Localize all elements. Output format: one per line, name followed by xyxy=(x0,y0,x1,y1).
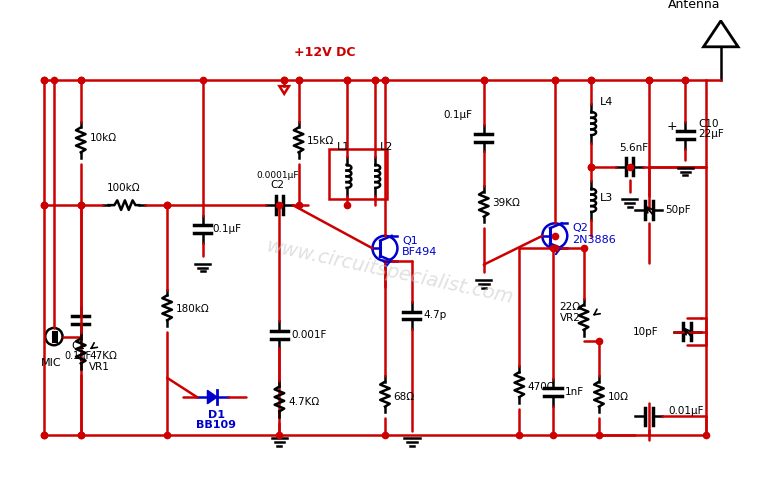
Text: VR2: VR2 xyxy=(560,314,581,323)
Text: 0.1μF: 0.1μF xyxy=(443,110,472,120)
Text: L2: L2 xyxy=(380,142,393,152)
Polygon shape xyxy=(207,390,217,404)
Text: +12V DC: +12V DC xyxy=(294,46,356,59)
Text: 15kΩ: 15kΩ xyxy=(307,136,335,146)
Text: 22Ω: 22Ω xyxy=(560,302,581,312)
Text: C10: C10 xyxy=(699,118,720,129)
Text: MIC: MIC xyxy=(41,358,61,368)
Text: L3: L3 xyxy=(600,193,613,204)
Text: 470Ω: 470Ω xyxy=(528,383,555,392)
Text: Q2: Q2 xyxy=(572,223,588,233)
Text: 0.1μF: 0.1μF xyxy=(65,351,91,361)
Text: L1: L1 xyxy=(337,142,350,152)
Text: 50pF: 50pF xyxy=(665,205,690,215)
Text: 0.01μF: 0.01μF xyxy=(668,406,703,417)
Text: 1nF: 1nF xyxy=(564,387,584,397)
Text: 5.6nF: 5.6nF xyxy=(619,143,648,153)
Text: 100kΩ: 100kΩ xyxy=(108,182,141,193)
Text: 68Ω: 68Ω xyxy=(393,392,415,402)
Text: www.circuitspecialist.com: www.circuitspecialist.com xyxy=(264,237,515,308)
Text: 10pF: 10pF xyxy=(633,327,658,337)
Text: Q1: Q1 xyxy=(402,236,418,246)
Text: 0.1μF: 0.1μF xyxy=(212,224,241,234)
Text: BB109: BB109 xyxy=(196,420,236,430)
Text: 0.001F: 0.001F xyxy=(291,330,326,340)
Text: C2: C2 xyxy=(270,180,284,190)
Text: D1: D1 xyxy=(207,410,224,420)
Text: L4: L4 xyxy=(600,98,614,107)
Bar xyxy=(329,149,387,199)
Text: 10Ω: 10Ω xyxy=(607,392,628,402)
Text: 47KΩ: 47KΩ xyxy=(89,351,118,361)
Text: 39KΩ: 39KΩ xyxy=(492,198,520,208)
Text: C1: C1 xyxy=(71,341,85,352)
Text: BF494: BF494 xyxy=(402,247,438,257)
Text: VR1: VR1 xyxy=(89,362,111,372)
Text: Antenna: Antenna xyxy=(667,0,720,11)
Text: 10kΩ: 10kΩ xyxy=(89,133,117,143)
Text: 180kΩ: 180kΩ xyxy=(176,304,210,314)
Text: 4.7KΩ: 4.7KΩ xyxy=(288,397,319,407)
Text: 0.0001μF: 0.0001μF xyxy=(257,171,299,180)
Text: +: + xyxy=(667,120,677,133)
Text: 2N3886: 2N3886 xyxy=(572,235,616,245)
Text: 4.7p: 4.7p xyxy=(423,311,447,320)
Text: 22μF: 22μF xyxy=(699,129,724,139)
